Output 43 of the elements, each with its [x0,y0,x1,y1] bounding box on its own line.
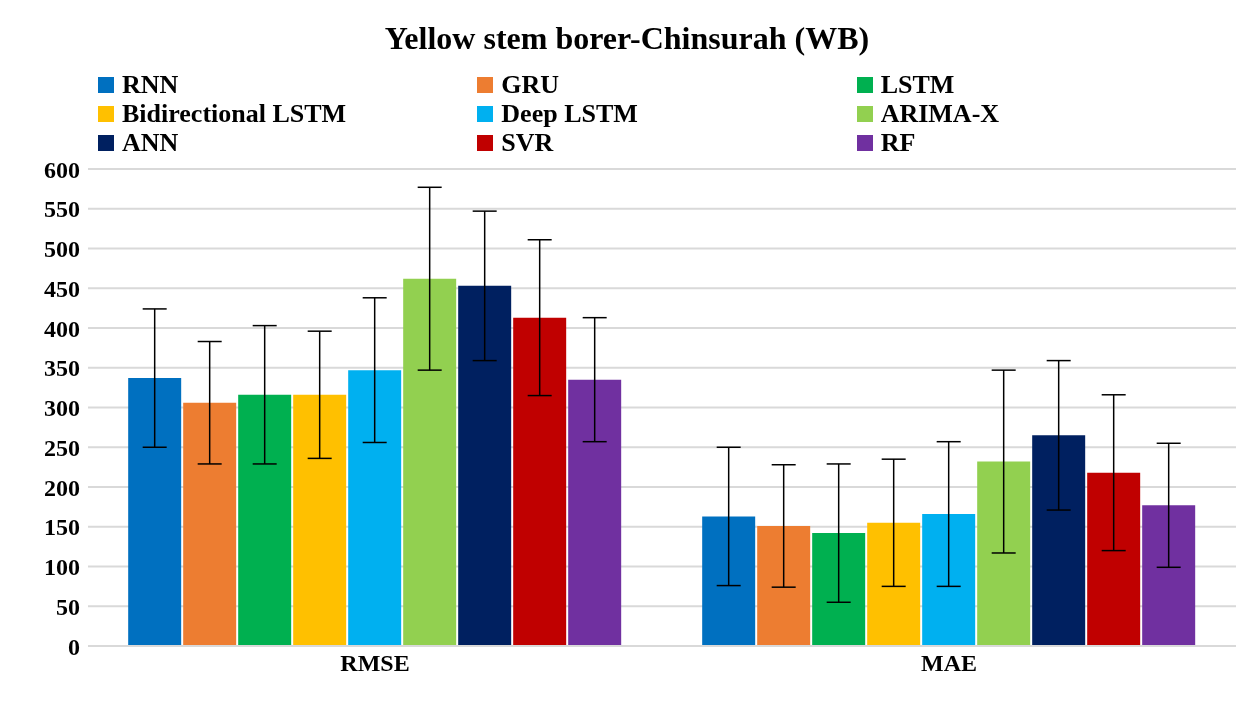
y-tick-label: 550 [44,196,80,223]
y-tick-label: 200 [44,474,80,501]
x-tick-label: RMSE [340,650,410,677]
bar [238,394,292,646]
bar [348,370,402,646]
bar [867,522,921,646]
bar [293,394,347,646]
bar [922,514,976,646]
y-tick-label: 350 [44,355,80,382]
legend-label: SVR [501,128,554,157]
bar [403,278,457,646]
bar [568,379,622,646]
y-tick-label: 600 [44,156,80,183]
y-tick-label: 300 [44,395,80,422]
legend-label: Deep LSTM [501,99,638,128]
bar [1142,505,1196,646]
legend-label: RNN [122,70,179,99]
y-tick-label: 450 [44,275,80,302]
bar [458,285,512,646]
y-tick-label: 0 [68,633,80,660]
legend-label: ARIMA-X [880,99,1000,128]
x-tick-label: MAE [921,650,977,677]
bar [128,378,182,646]
chart-title: Yellow stem borer-Chinsurah (WB) [383,20,871,58]
y-tick-label: 100 [44,554,80,581]
y-tick-label: 50 [56,593,80,620]
bar [1032,435,1086,646]
legend-label: Bidirectional LSTM [122,99,347,128]
legend-label: RF [880,128,916,157]
bar [1087,472,1141,646]
bar [183,402,237,646]
bar [977,461,1031,646]
legend-label: LSTM [880,70,955,99]
bar [702,516,756,646]
y-tick-label: 150 [44,514,80,541]
bar [513,317,567,646]
y-tick-label: 500 [44,236,80,263]
bar [812,533,866,646]
legend-label: GRU [501,70,560,99]
bar [757,525,811,646]
y-tick-label: 400 [44,315,80,342]
y-tick-label: 250 [44,434,80,461]
legend-label: ANN [122,128,179,157]
